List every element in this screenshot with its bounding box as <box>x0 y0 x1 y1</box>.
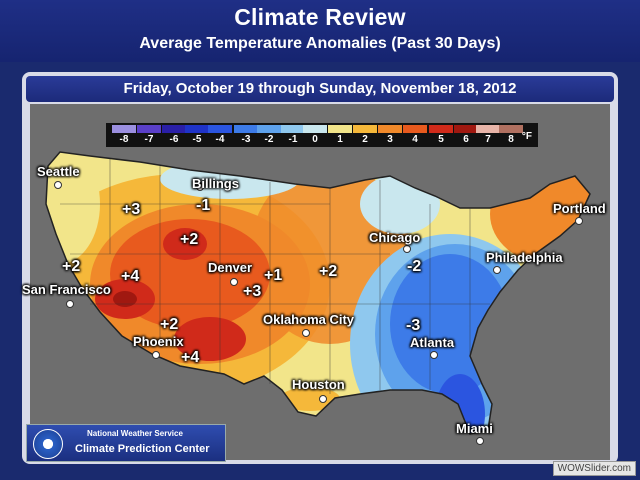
legend-swatch <box>476 125 500 133</box>
watermark: WOWSlider.com <box>552 461 636 476</box>
color-legend: -8 -7 -6 -5 -4 -3 -2 -1 0 1 2 3 4 5 6 7 … <box>106 123 538 147</box>
anomaly-label: +4 <box>121 268 140 285</box>
legend-label: 8 <box>508 134 514 145</box>
nws-badge: National Weather Service Climate Predict… <box>26 424 226 462</box>
page-title: Climate Review <box>234 4 406 30</box>
anomaly-label: +3 <box>243 283 262 300</box>
city-label-denver: Denver <box>208 260 253 275</box>
anomaly-label: +3 <box>122 201 141 218</box>
anomaly-label: +1 <box>264 267 283 284</box>
legend-label: -8 <box>119 134 129 145</box>
legend-swatch <box>162 125 186 133</box>
city-marker <box>196 183 204 191</box>
anomaly-label: -3 <box>406 317 421 334</box>
page-subtitle: Average Temperature Anomalies (Past 30 D… <box>139 35 501 52</box>
city-marker <box>476 437 484 445</box>
anomaly-field <box>46 152 590 434</box>
anomaly-label: +2 <box>319 263 338 280</box>
legend-swatch <box>303 125 327 133</box>
legend-swatch <box>429 125 453 133</box>
city-marker <box>319 395 327 403</box>
state-borders <box>60 159 490 394</box>
anomaly-label: -1 <box>196 197 211 214</box>
city-label-seattle: Seattle <box>37 164 80 179</box>
city-marker <box>430 351 438 359</box>
legend-swatch <box>499 125 523 133</box>
legend-swatch <box>185 125 209 133</box>
legend-swatch <box>137 125 161 133</box>
legend-swatch <box>112 125 136 133</box>
noaa-logo-icon <box>33 429 63 459</box>
legend-label: 4 <box>412 134 418 145</box>
legend-swatch <box>328 125 352 133</box>
city-marker <box>493 266 501 274</box>
legend-label: -2 <box>264 134 274 145</box>
legend-label: -1 <box>288 134 298 145</box>
city-label-oklahoma-city: Oklahoma City <box>263 312 355 327</box>
date-band: Friday, October 19 through Sunday, Novem… <box>26 76 614 102</box>
legend-label: 7 <box>485 134 491 145</box>
city-label-billings: Billings <box>192 176 239 191</box>
legend-label: 0 <box>312 134 318 145</box>
legend-swatch <box>234 125 258 133</box>
center-name: Climate Prediction Center <box>75 443 210 455</box>
city-marker <box>66 300 74 308</box>
city-marker <box>575 217 583 225</box>
legend-swatch <box>281 125 305 133</box>
city-label-san-francisco: San Francisco <box>22 282 111 297</box>
legend-label: -7 <box>144 134 154 145</box>
date-range: Friday, October 19 through Sunday, Novem… <box>123 80 517 97</box>
legend-swatch <box>208 125 232 133</box>
legend-label: -5 <box>192 134 202 145</box>
legend-label: -6 <box>169 134 179 145</box>
legend-label: 3 <box>387 134 393 145</box>
city-label-portland: Portland <box>553 201 606 216</box>
legend-swatch <box>257 125 281 133</box>
city-label-houston: Houston <box>292 377 345 392</box>
city-marker <box>230 278 238 286</box>
city-marker <box>302 329 310 337</box>
anomaly-label: +4 <box>181 349 200 366</box>
anomaly-label: +2 <box>160 316 179 333</box>
us-outline <box>45 151 591 435</box>
city-marker <box>403 245 411 253</box>
legend-swatch <box>454 125 478 133</box>
anomaly-map <box>45 151 591 435</box>
legend-label: 1 <box>337 134 343 145</box>
city-marker <box>54 181 62 189</box>
legend-swatch <box>403 125 427 133</box>
header: Climate Review Average Temperature Anoma… <box>0 0 640 62</box>
anomaly-label: +2 <box>180 231 199 248</box>
agency-name: National Weather Service <box>87 429 183 438</box>
legend-label: -4 <box>215 134 225 145</box>
legend-swatch <box>353 125 377 133</box>
legend-label: 5 <box>438 134 444 145</box>
legend-label: 2 <box>362 134 368 145</box>
legend-unit: °F <box>521 131 532 142</box>
city-label-chicago: Chicago <box>369 230 421 245</box>
legend-swatch <box>378 125 402 133</box>
anomaly-label: +2 <box>62 258 81 275</box>
city-label-miami: Miami <box>456 421 493 436</box>
city-marker <box>152 351 160 359</box>
anomaly-label: -2 <box>407 258 422 275</box>
legend-label: -3 <box>241 134 251 145</box>
city-label-atlanta: Atlanta <box>410 335 455 350</box>
city-label-philadelphia: Philadelphia <box>486 250 563 265</box>
city-label-phoenix: Phoenix <box>133 334 184 349</box>
legend-label: 6 <box>463 134 469 145</box>
